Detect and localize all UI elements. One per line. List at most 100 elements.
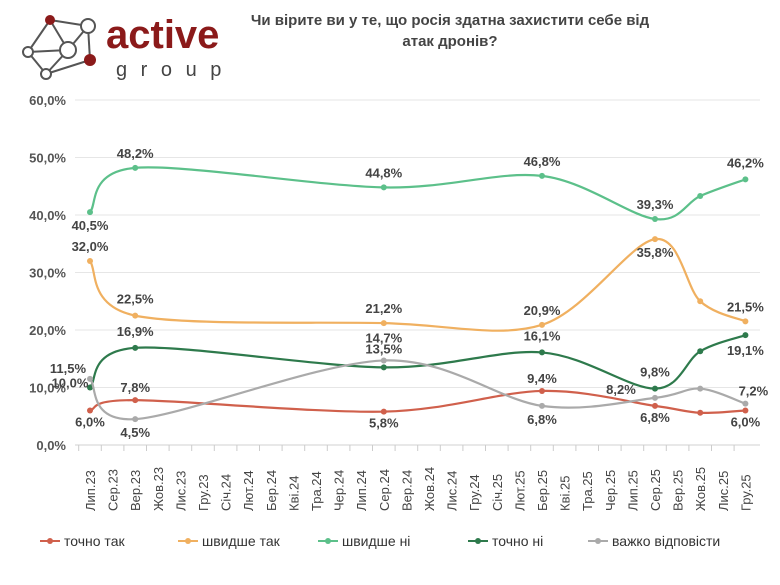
x-tick-label: Лис.25: [716, 471, 731, 511]
active-group-logo: active g r o u p: [10, 6, 240, 89]
x-tick-label: Лип.25: [625, 470, 640, 511]
legend-marker: [595, 538, 601, 544]
x-tick-label: Тра.25: [580, 471, 595, 511]
x-tick-label: Бер.25: [535, 470, 550, 511]
data-label: 39,3%: [637, 197, 674, 212]
data-label: 4,5%: [120, 425, 150, 440]
x-tick-label: Гру.25: [738, 474, 753, 511]
logo-word-active: active: [106, 13, 219, 57]
data-label: 7,2%: [739, 384, 769, 399]
x-tick-label: Вер.25: [671, 470, 686, 511]
data-point: [539, 402, 545, 409]
x-tick-label: Січ.24: [219, 474, 234, 511]
data-point: [87, 407, 93, 414]
x-tick-label: Лют.24: [241, 470, 256, 511]
legend-label: швидше ні: [342, 533, 410, 549]
data-point: [652, 385, 658, 392]
legend-label: важко відповісти: [612, 533, 720, 549]
data-label: 19,1%: [727, 343, 764, 358]
data-label: 8,2%: [606, 382, 636, 397]
x-tick-label: Лис.24: [445, 471, 460, 511]
y-tick-label: 20,0%: [29, 323, 66, 338]
data-label: 48,2%: [117, 146, 154, 161]
data-label: 44,8%: [365, 165, 402, 180]
data-point: [652, 216, 658, 223]
data-label: 6,0%: [731, 415, 761, 430]
x-tick-label: Жов.25: [693, 467, 708, 511]
series-line-4: [89, 359, 746, 421]
data-label: 46,2%: [727, 155, 764, 170]
data-point: [742, 176, 749, 183]
y-tick-label: 50,0%: [29, 151, 66, 166]
data-point: [742, 318, 749, 325]
series-line-1: [89, 238, 746, 332]
data-point: [87, 384, 93, 391]
data-label: 21,5%: [727, 299, 764, 314]
chart-title: Чи вірите ви у те, що росія здатна захис…: [250, 12, 650, 50]
data-point: [652, 402, 658, 409]
data-label: 13,5%: [365, 341, 402, 356]
data-point: [87, 209, 93, 216]
data-label: 32,0%: [72, 239, 109, 254]
data-point: [132, 164, 139, 171]
data-point: [697, 193, 704, 200]
data-point: [697, 409, 704, 416]
data-label: 7,8%: [120, 380, 150, 395]
data-point: [380, 184, 387, 191]
data-point: [132, 344, 139, 351]
y-tick-label: 10,0%: [29, 381, 66, 396]
legend-marker: [325, 538, 331, 544]
data-point: [380, 364, 387, 371]
data-point: [132, 312, 139, 319]
data-label: 21,2%: [365, 301, 402, 316]
series-line-3: [89, 334, 746, 390]
data-label: 6,0%: [75, 415, 105, 430]
data-label: 35,8%: [637, 245, 674, 260]
data-label: 16,1%: [524, 328, 561, 343]
y-tick-label: 40,0%: [29, 208, 66, 223]
y-tick-label: 30,0%: [29, 266, 66, 281]
data-point: [697, 385, 704, 392]
x-tick-label: Лип.24: [354, 470, 369, 511]
data-label: 11,5%: [50, 361, 87, 376]
legend-label: точно ні: [492, 533, 543, 549]
data-point: [742, 400, 749, 407]
x-tick-label: Кві.25: [558, 476, 573, 511]
x-tick-label: Тра.24: [309, 471, 324, 511]
data-label: 46,8%: [524, 154, 561, 169]
data-point: [652, 394, 658, 401]
data-label: 9,4%: [527, 371, 557, 386]
data-label: 6,8%: [527, 412, 557, 427]
data-label: 10,0%: [52, 376, 89, 391]
x-tick-label: Чер.24: [332, 470, 347, 511]
x-tick-label: Сер.25: [648, 469, 663, 511]
data-point: [380, 357, 387, 364]
logo-word-group: g r o u p: [116, 59, 225, 81]
data-point: [742, 407, 749, 414]
x-tick-label: Вер.24: [399, 470, 414, 511]
x-tick-label: Бер.24: [264, 470, 279, 511]
data-label: 6,8%: [640, 410, 670, 425]
legend-marker: [47, 538, 53, 544]
legend-marker: [185, 538, 191, 544]
data-label: 14,7%: [365, 330, 402, 345]
x-tick-label: Сер.24: [377, 469, 392, 511]
data-point: [132, 416, 139, 423]
data-point: [539, 321, 545, 328]
x-tick-label: Лис.23: [173, 471, 188, 511]
x-tick-label: Кві.24: [286, 476, 301, 511]
data-point: [539, 349, 545, 356]
data-point: [742, 332, 749, 339]
data-label: 22,5%: [117, 292, 154, 307]
data-point: [380, 408, 387, 415]
data-label: 5,8%: [369, 416, 399, 431]
y-tick-label: 60,0%: [29, 93, 66, 108]
data-point: [539, 172, 545, 179]
data-label: 16,9%: [117, 324, 154, 339]
data-label: 40,5%: [72, 218, 109, 233]
x-tick-label: Січ.25: [490, 474, 505, 511]
x-tick-label: Жов.24: [422, 467, 437, 511]
data-point: [87, 258, 93, 264]
